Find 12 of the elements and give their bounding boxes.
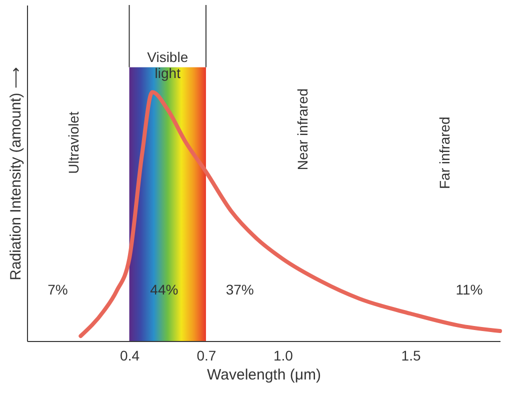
annotation: Ultraviolet <box>65 112 82 174</box>
x-tick-label: 1.5 <box>401 348 421 364</box>
annotation: Near infrared <box>294 88 311 170</box>
annotation: 37% <box>226 282 254 298</box>
x-tick-label: 0.7 <box>196 348 216 364</box>
annotation: 7% <box>48 282 68 298</box>
annotation: 11% <box>456 282 483 298</box>
x-tick-label: 1.0 <box>273 348 294 364</box>
annotation: Far infrared <box>436 116 453 190</box>
y-axis-title: Radiation Intensity (amount) ⟶ <box>8 66 24 280</box>
x-axis-title: Wavelength (μm) <box>207 366 321 384</box>
x-tick-label: 0.4 <box>120 348 140 364</box>
